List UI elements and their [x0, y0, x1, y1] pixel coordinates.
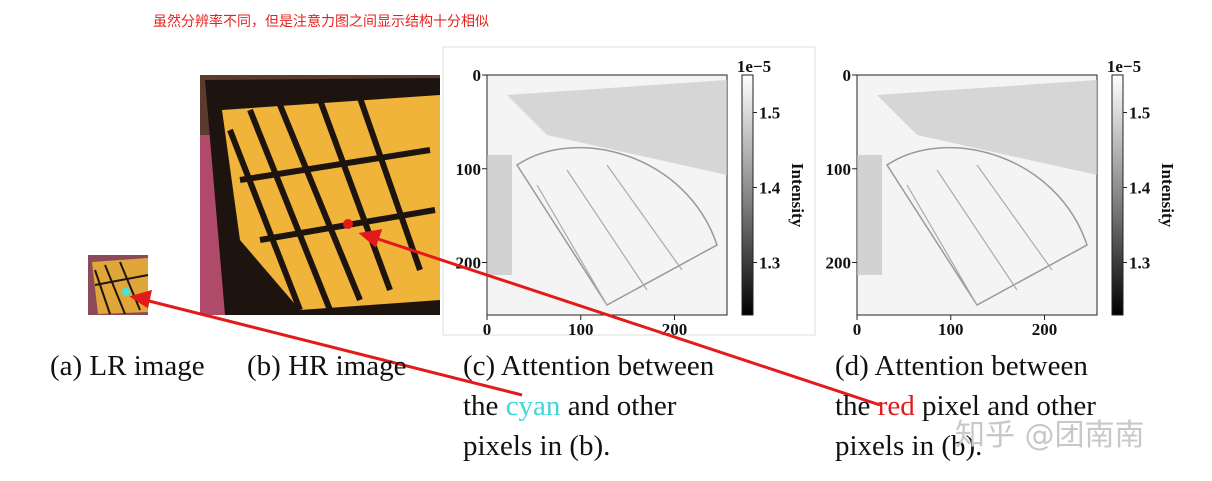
caption-c-line: (c) Attention between	[463, 350, 715, 382]
watermark: 知乎 @团南南	[955, 418, 1145, 453]
heatmap-structure	[906, 164, 1053, 306]
caption-text: pixel and other	[922, 390, 1096, 422]
caption-d-line: the red pixel and other	[835, 390, 1096, 422]
x-tick-label: 200	[1032, 320, 1058, 339]
x-tick-label: 100	[568, 320, 594, 339]
heatmap-structure	[885, 146, 1088, 306]
heatmap-structure	[536, 164, 683, 306]
colorbar-tick-label: 1.4	[1129, 179, 1151, 198]
colorbar	[741, 74, 754, 316]
caption-a: (a) LR image	[50, 350, 205, 382]
annotation: 虽然分辨率不同，但是注意力图之间显示结构十分相似	[153, 13, 489, 30]
colorbar-label: Intensity	[1158, 163, 1177, 228]
caption-text: the	[835, 390, 870, 422]
x-tick-label: 0	[483, 320, 492, 339]
x-tick-label: 100	[938, 320, 964, 339]
y-tick-label: 0	[843, 66, 852, 85]
colorbar-tick-label: 1.4	[759, 179, 781, 198]
y-tick-label: 100	[456, 160, 482, 179]
caption-c-line: pixels in (b).	[463, 430, 610, 462]
caption-d-line: (d) Attention between	[835, 350, 1088, 382]
colorbar-tick-label: 1.3	[759, 254, 780, 273]
colorbar-label: Intensity	[788, 163, 807, 228]
lr-image	[88, 255, 149, 315]
highlight: red	[878, 390, 916, 422]
highlight: cyan	[506, 390, 561, 422]
y-tick-label: 0	[473, 66, 482, 85]
y-tick-label: 200	[826, 254, 852, 273]
colorbar-tick-label: 1.5	[1129, 104, 1150, 123]
heatmap-shadow	[857, 155, 882, 275]
colorbar-scale: 1e−5	[737, 57, 771, 76]
arrows	[129, 229, 881, 407]
hr-image	[200, 75, 440, 315]
x-tick-label: 0	[853, 320, 862, 339]
caption-b: (b) HR image	[247, 350, 406, 382]
caption-text: the	[463, 390, 498, 422]
caption-c-line: the cyan and other	[463, 390, 677, 422]
heatmaps: 0 100 200 0 100 200 1.3 1.4 1.5 1e−5 Intensity 0 100…	[456, 57, 1178, 339]
colorbar-scale: 1e−5	[1107, 57, 1141, 76]
heatmap-shadow	[487, 155, 512, 275]
heatmap-structure	[507, 80, 727, 175]
colorbar-tick-label: 1.5	[759, 104, 780, 123]
colorbar	[1111, 74, 1124, 316]
caption-text: and other	[568, 390, 677, 422]
heatmap-structure	[877, 80, 1097, 175]
caption-d-line: pixels in (b).	[835, 430, 982, 462]
colorbar-tick-label: 1.3	[1129, 254, 1150, 273]
heatmap-structure	[515, 146, 718, 306]
y-tick-label: 100	[826, 160, 852, 179]
